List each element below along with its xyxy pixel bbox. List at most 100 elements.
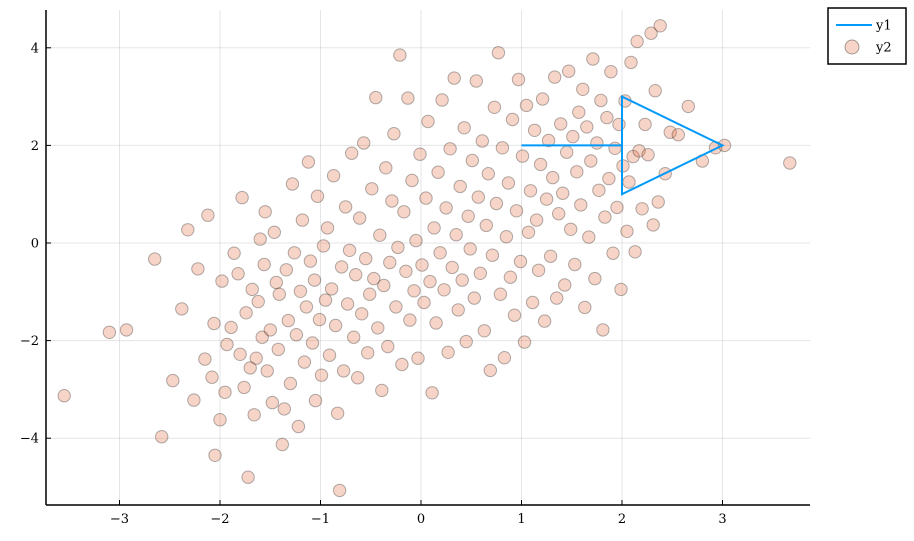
- scatter-point: [531, 263, 546, 277]
- scatter-point: [208, 448, 222, 462]
- scatter-point: [541, 133, 556, 148]
- scatter-point: [330, 406, 345, 420]
- scatter-point: [491, 46, 506, 60]
- scatter-point: [576, 82, 590, 97]
- scatter-point: [359, 251, 373, 266]
- scatter-point: [628, 245, 642, 259]
- scatter-point: [592, 183, 606, 198]
- scatter-point: [489, 196, 504, 211]
- scatter-point: [651, 195, 665, 209]
- scatter-point: [501, 176, 516, 190]
- scatter-point: [279, 263, 293, 277]
- scatter-point: [205, 370, 219, 384]
- scatter-point: [543, 249, 558, 263]
- scatter-point: [475, 134, 489, 148]
- scatter-point: [477, 324, 491, 338]
- scatter-point: [260, 364, 274, 378]
- scatter-point: [332, 483, 347, 498]
- scatter-point: [365, 182, 379, 196]
- scatter-point: [255, 330, 269, 344]
- scatter-point: [546, 170, 560, 185]
- scatter-point: [511, 72, 526, 87]
- legend-label-y1: y1: [875, 19, 892, 34]
- scatter-point: [507, 308, 522, 322]
- scatter-point: [299, 300, 314, 314]
- scatter-point: [562, 64, 576, 78]
- scatter-point: [548, 70, 562, 84]
- scatter-point: [257, 257, 271, 272]
- scatter-point: [439, 201, 453, 215]
- scatter-point: [155, 430, 169, 444]
- scatter-point: [558, 278, 572, 292]
- scatter-point: [497, 351, 512, 365]
- y-tick-label: −4: [20, 432, 39, 447]
- y-axis-ticks: −4 −2 0 2 4: [20, 41, 51, 447]
- scatter-point: [425, 386, 439, 400]
- scatter-point: [437, 283, 451, 297]
- scatter-point: [310, 189, 325, 203]
- scatter-point: [293, 284, 308, 298]
- scatter-point: [483, 363, 497, 378]
- scatter-point: [517, 335, 532, 349]
- scatter-point: [564, 222, 578, 237]
- scatter-point: [584, 154, 598, 168]
- scatter-point: [638, 117, 652, 132]
- scatter-point: [324, 282, 339, 296]
- scatter-point: [320, 221, 335, 235]
- scatter-point: [626, 149, 640, 164]
- y-tick-label: 0: [31, 237, 39, 252]
- scatter-point: [527, 123, 542, 138]
- scatter-point: [479, 218, 493, 233]
- y-tick-label: 4: [31, 41, 39, 56]
- scatter-point: [556, 186, 570, 200]
- scatter-point: [681, 99, 695, 114]
- scatter-point: [245, 282, 259, 297]
- scatter-point: [671, 128, 685, 142]
- scatter-point: [509, 204, 524, 218]
- scatter-point: [421, 114, 435, 129]
- scatter-point: [395, 357, 409, 372]
- scatter-point: [218, 385, 232, 399]
- scatter-point: [357, 136, 371, 150]
- scatter-point: [473, 266, 487, 280]
- scatter-point: [417, 295, 431, 310]
- scatter-point: [529, 213, 544, 227]
- scatter-point: [443, 142, 457, 156]
- scatter-point: [445, 260, 459, 275]
- scatter-point: [632, 144, 646, 158]
- scatter-point: [277, 402, 291, 416]
- scatter-point: [367, 271, 381, 286]
- scatter-point: [231, 267, 245, 281]
- scatter-point: [648, 84, 662, 98]
- scatter-point: [459, 334, 473, 349]
- scatter-point: [600, 110, 614, 125]
- scatter-point: [287, 246, 302, 260]
- scatter-point: [148, 252, 162, 266]
- scatter-point: [586, 52, 600, 66]
- scatter-point: [373, 228, 387, 242]
- scatter-point: [525, 295, 540, 310]
- scatter-point: [469, 74, 483, 88]
- scatter-point: [338, 200, 353, 214]
- scatter-point: [381, 339, 395, 354]
- line-y1-path: [521, 95, 725, 196]
- scatter-point: [318, 293, 333, 307]
- scatter-point: [201, 208, 215, 222]
- scatter-point: [582, 230, 596, 244]
- scatter-point: [227, 246, 241, 260]
- scatter-point: [291, 419, 306, 434]
- scatter-point: [783, 156, 797, 170]
- scatter-point: [349, 268, 363, 282]
- scatter-point: [570, 165, 584, 179]
- scatter-point: [550, 291, 564, 305]
- scatter-point: [602, 171, 616, 186]
- scatter-point: [403, 313, 417, 327]
- scatter-point: [305, 336, 320, 350]
- scatter-point: [471, 190, 485, 204]
- scatter-point: [253, 232, 267, 246]
- scatter-point: [663, 125, 677, 139]
- scatter-point: [580, 120, 594, 134]
- scatter-point: [537, 314, 552, 328]
- scatter-point: [369, 90, 383, 105]
- scatter-point: [363, 287, 377, 301]
